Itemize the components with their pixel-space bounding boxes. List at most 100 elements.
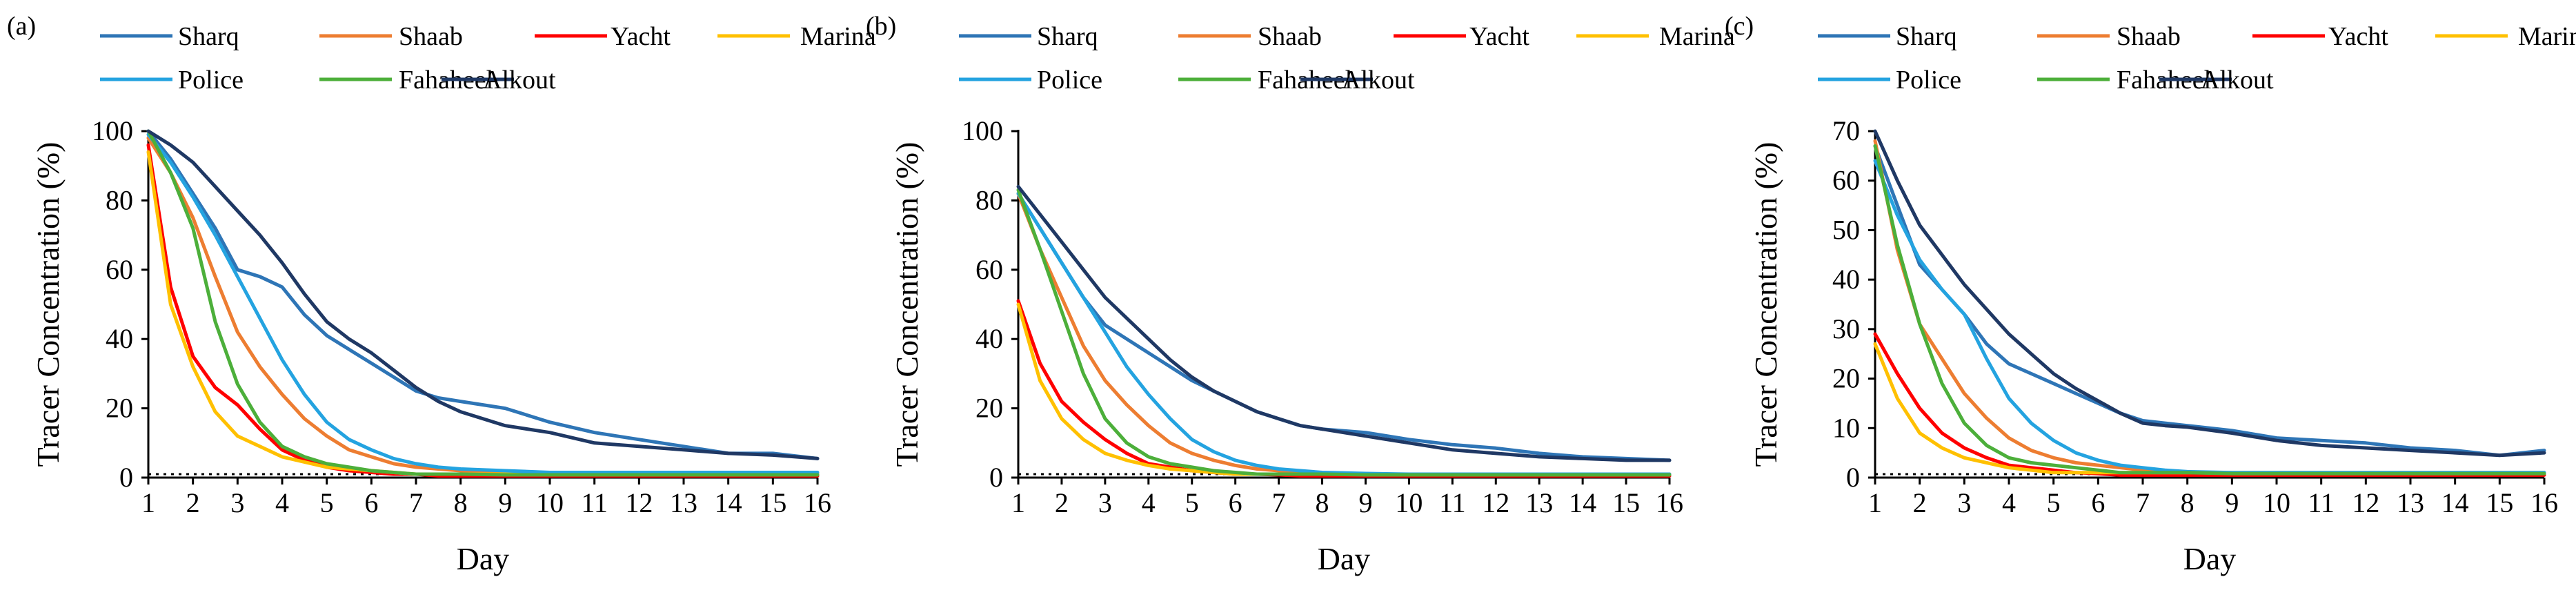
- legend-label-marina: Marina: [2518, 22, 2576, 51]
- x-axis-label: Day: [457, 541, 510, 576]
- legend-label-alkout: Alkout: [483, 66, 556, 95]
- x-tick-label: 4: [2002, 487, 2016, 518]
- x-tick-label: 8: [454, 487, 468, 518]
- x-tick-label: 9: [498, 487, 512, 518]
- y-tick-label: 30: [1832, 313, 1860, 344]
- legend-label-sharq: Sharq: [1896, 22, 1957, 51]
- x-tick-label: 5: [2047, 487, 2061, 518]
- x-tick-label: 4: [275, 487, 289, 518]
- legend-label-marina: Marina: [1659, 22, 1735, 51]
- x-tick-label: 13: [1525, 487, 1553, 518]
- y-tick-label: 0: [989, 462, 1003, 493]
- x-tick-label: 12: [625, 487, 653, 518]
- legend-label-yacht: Yacht: [611, 22, 671, 51]
- series-line-police: [146, 133, 820, 474]
- panel-label: (c): [1725, 12, 1754, 41]
- series-line-marina: [1016, 302, 1672, 476]
- x-tick-label: 15: [2486, 487, 2513, 518]
- x-tick-label: 3: [1957, 487, 1971, 518]
- series-line-fahaheel: [146, 129, 820, 477]
- series-line-fahaheel: [1016, 188, 1672, 477]
- chart-panel-3: (c)SharqShaabYachtMarinaPoliceFahaheelAl…: [1725, 12, 2576, 576]
- series-line-sharq: [146, 129, 820, 460]
- y-tick-label: 60: [1832, 165, 1860, 196]
- x-tick-label: 8: [1316, 487, 1329, 518]
- legend-label-police: Police: [178, 66, 244, 95]
- x-tick-label: 5: [1185, 487, 1199, 518]
- legend-label-yacht: Yacht: [2328, 22, 2388, 51]
- legend-label-yacht: Yacht: [1469, 22, 1529, 51]
- panel-label: (b): [866, 12, 896, 41]
- x-axis-label: Day: [1318, 541, 1371, 576]
- x-tick-label: 6: [1229, 487, 1242, 518]
- y-tick-label: 20: [1832, 363, 1860, 394]
- x-tick-label: 16: [804, 487, 831, 518]
- legend-label-alkout: Alkout: [1342, 66, 1415, 95]
- x-tick-label: 11: [2308, 487, 2335, 518]
- y-tick-label: 40: [1832, 264, 1860, 295]
- x-tick-label: 13: [670, 487, 697, 518]
- x-tick-label: 12: [1482, 487, 1509, 518]
- series-line-shaab: [146, 136, 820, 476]
- x-tick-label: 14: [1569, 487, 1596, 518]
- series-line-sharq: [1016, 191, 1672, 462]
- legend-label-sharq: Sharq: [178, 22, 239, 51]
- x-tick-label: 2: [1913, 487, 1927, 518]
- y-tick-label: 60: [975, 254, 1003, 285]
- y-tick-label: 20: [106, 393, 133, 424]
- y-tick-label: 10: [1832, 412, 1860, 443]
- y-tick-label: 80: [975, 184, 1003, 215]
- y-tick-label: 80: [106, 184, 133, 215]
- x-axis-label: Day: [2183, 541, 2237, 576]
- series-line-alkout: [146, 129, 820, 460]
- y-tick-label: 20: [975, 393, 1003, 424]
- x-tick-label: 12: [2352, 487, 2379, 518]
- x-tick-label: 6: [364, 487, 378, 518]
- x-tick-label: 5: [320, 487, 334, 518]
- y-axis-label: Tracer Concentration (%): [30, 142, 66, 467]
- series-line-shaab: [1873, 139, 2546, 476]
- x-tick-label: 15: [1612, 487, 1640, 518]
- legend-label-alkout: Alkout: [2201, 66, 2274, 95]
- x-tick-label: 10: [536, 487, 564, 518]
- x-tick-label: 10: [1395, 487, 1423, 518]
- y-tick-label: 100: [92, 115, 133, 146]
- y-axis-label: Tracer Concentration (%): [1748, 142, 1783, 467]
- series-line-police: [1873, 159, 2546, 475]
- x-tick-label: 2: [186, 487, 200, 518]
- x-tick-label: 16: [2530, 487, 2558, 518]
- x-tick-label: 10: [2263, 487, 2290, 518]
- x-tick-label: 7: [1272, 487, 1286, 518]
- legend-label-marina: Marina: [800, 22, 876, 51]
- x-tick-label: 14: [2441, 487, 2469, 518]
- x-tick-label: 9: [1358, 487, 1372, 518]
- x-tick-label: 3: [230, 487, 244, 518]
- x-tick-label: 3: [1098, 487, 1112, 518]
- series-line-alkout: [1873, 129, 2546, 458]
- x-tick-label: 7: [409, 487, 423, 518]
- x-tick-label: 14: [715, 487, 742, 518]
- x-tick-label: 4: [1142, 487, 1156, 518]
- y-tick-label: 70: [1832, 115, 1860, 146]
- x-tick-label: 9: [2225, 487, 2239, 518]
- y-tick-label: 100: [962, 115, 1003, 146]
- y-tick-label: 60: [106, 254, 133, 285]
- legend-label-shaab: Shaab: [399, 22, 463, 51]
- legend-label-police: Police: [1896, 66, 1961, 95]
- legend-label-police: Police: [1037, 66, 1102, 95]
- series-line-marina: [146, 150, 820, 476]
- y-axis-label: Tracer Concentration (%): [889, 142, 924, 467]
- y-tick-label: 40: [106, 323, 133, 354]
- series-line-fahaheel: [1873, 144, 2546, 476]
- series-line-alkout: [1016, 184, 1672, 462]
- y-tick-label: 0: [1846, 462, 1860, 493]
- legend-label-shaab: Shaab: [2117, 22, 2181, 51]
- x-tick-label: 11: [581, 487, 608, 518]
- x-tick-label: 8: [2181, 487, 2194, 518]
- y-tick-label: 50: [1832, 214, 1860, 245]
- x-tick-label: 1: [141, 487, 155, 518]
- series-line-sharq: [1873, 144, 2546, 458]
